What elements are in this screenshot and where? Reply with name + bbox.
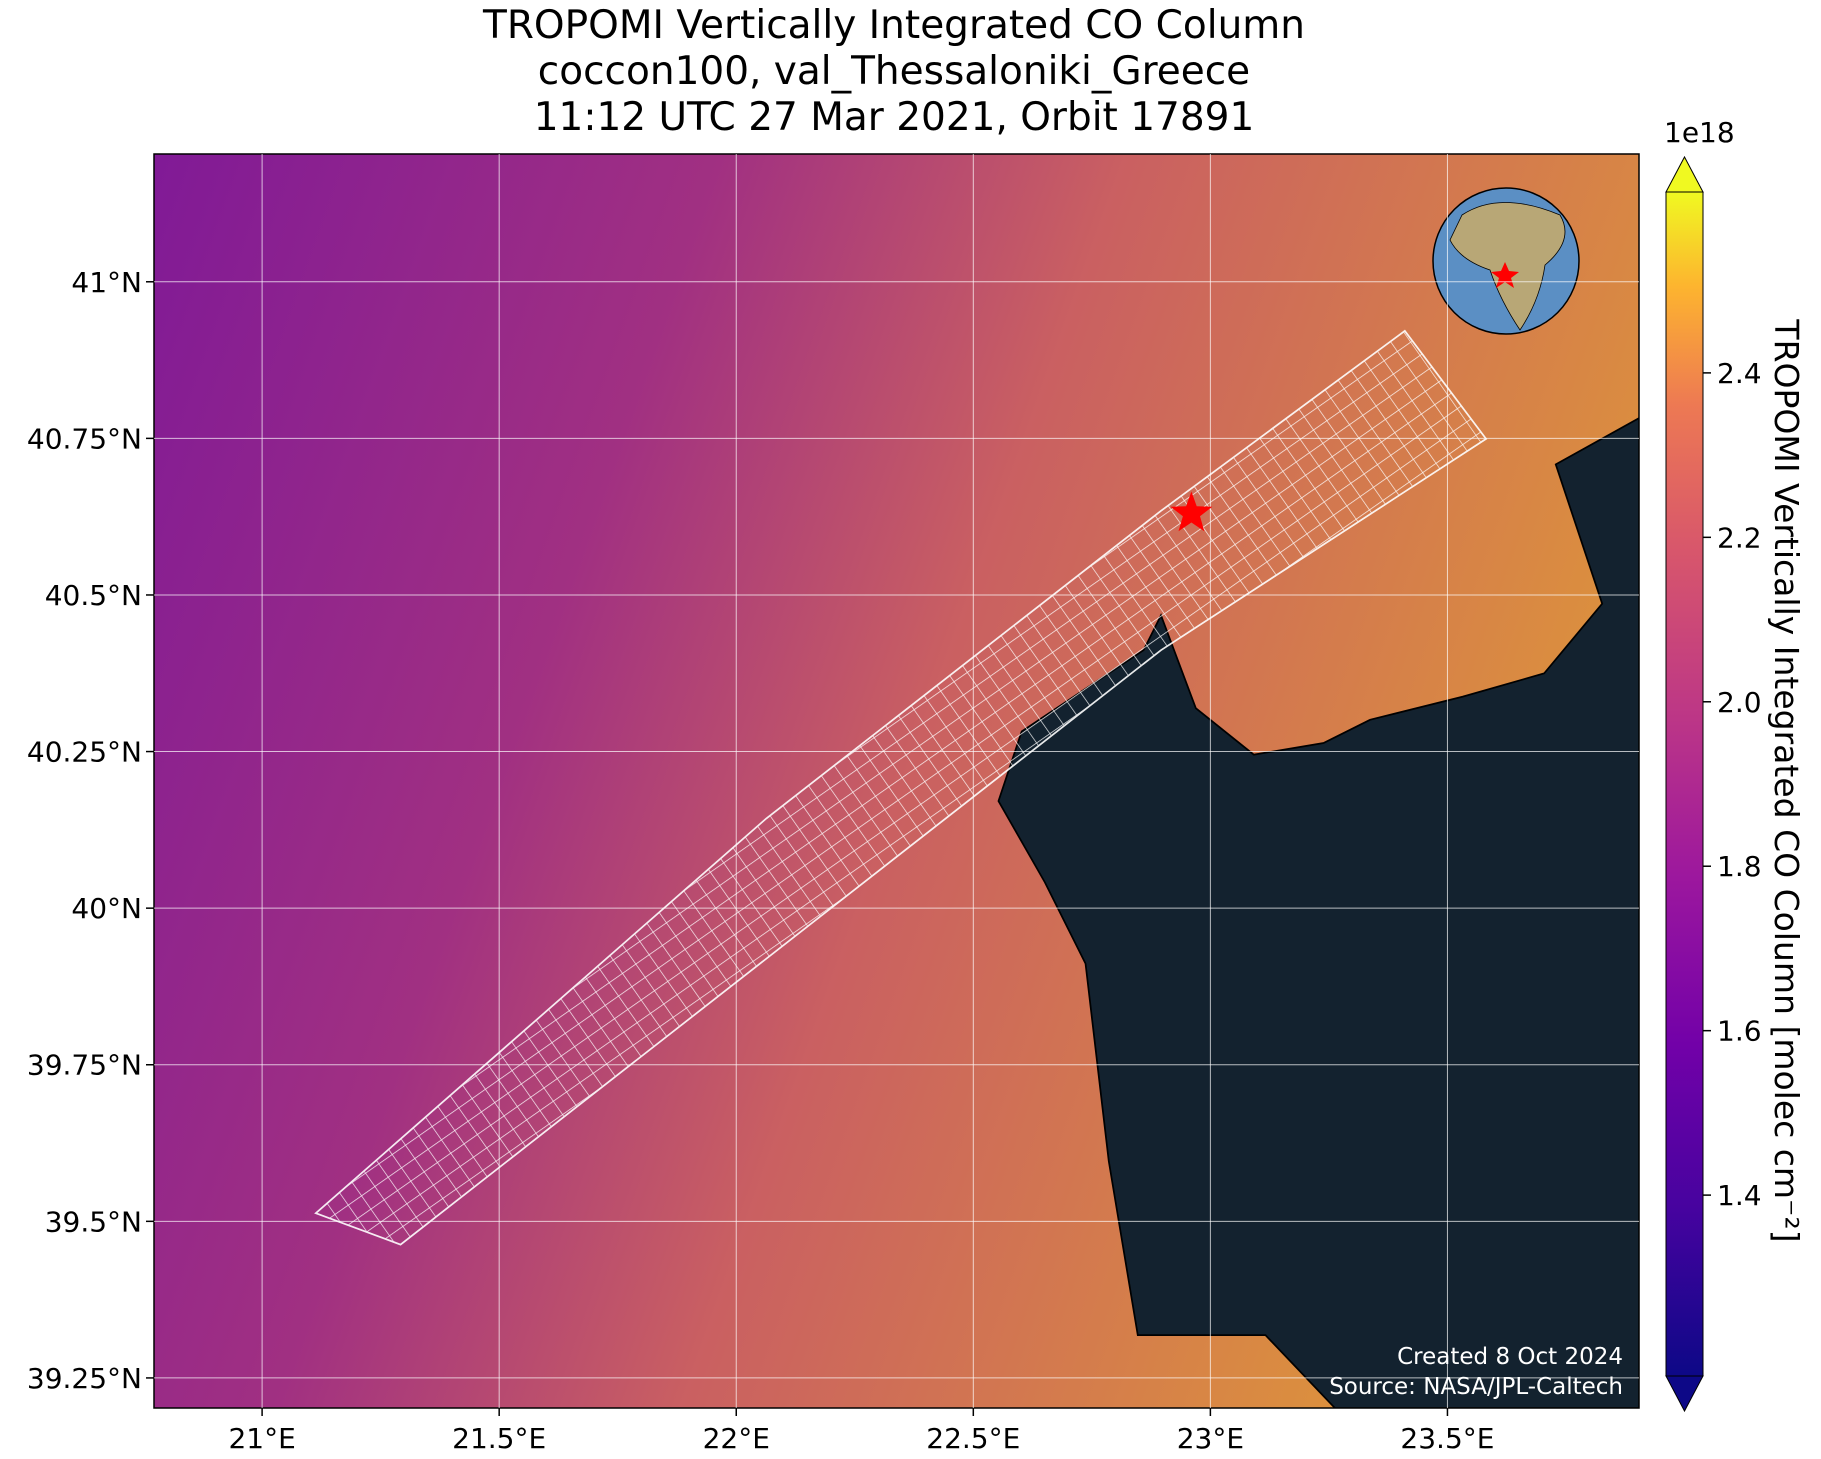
title-line: 11:12 UTC 27 Mar 2021, Orbit 17891 xyxy=(534,95,1255,140)
map xyxy=(154,154,1639,1408)
colorbar-tick-label: 1.6 xyxy=(1717,1015,1762,1048)
y-tick-label: 39.5°N xyxy=(45,1205,142,1238)
x-tick-label: 21.5°E xyxy=(452,1422,546,1455)
x-tick-label: 23°E xyxy=(1177,1422,1244,1455)
x-tick-label: 21°E xyxy=(228,1422,295,1455)
globe-inset xyxy=(1432,187,1580,335)
y-tick-label: 40.75°N xyxy=(27,422,142,455)
colorbar-frame xyxy=(1665,191,1704,1377)
y-tick-label: 41°N xyxy=(71,266,142,299)
x-tick-label: 22°E xyxy=(703,1422,770,1455)
site-star xyxy=(1170,491,1213,532)
y-tick-label: 40°N xyxy=(71,892,142,925)
credit-text: Created 8 Oct 2024 xyxy=(1397,1344,1623,1370)
credit-text: Source: NASA/JPL-Caltech xyxy=(1329,1374,1623,1400)
y-tick-label: 39.25°N xyxy=(27,1362,142,1395)
plot-frame xyxy=(153,153,1640,1409)
colorbar-tick-label: 2.0 xyxy=(1717,686,1762,719)
colorbar-tick-label: 2.2 xyxy=(1717,521,1762,554)
y-tick-label: 40.5°N xyxy=(45,579,142,612)
colorbar-label: TROPOMI Vertically Integrated CO Column … xyxy=(1767,318,1806,1242)
y-tick-label: 40.25°N xyxy=(27,736,142,769)
sea xyxy=(997,417,1639,1408)
continents xyxy=(1449,202,1566,331)
title-line: TROPOMI Vertically Integrated CO Column xyxy=(482,3,1305,48)
title-line: coccon100, val_Thessaloniki_Greece xyxy=(538,49,1250,94)
colorbar-offset: 1e18 xyxy=(1664,116,1735,149)
colorbar-tick-label: 2.4 xyxy=(1717,357,1762,390)
x-tick-label: 22.5°E xyxy=(926,1422,1020,1455)
colorbar-tick-label: 1.8 xyxy=(1717,850,1762,883)
observation-swath xyxy=(314,329,1488,1246)
y-tick-label: 39.75°N xyxy=(27,1049,142,1082)
colorbar xyxy=(1666,192,1703,1376)
colorbar-tick-label: 1.4 xyxy=(1717,1179,1762,1212)
x-tick-label: 23.5°E xyxy=(1400,1422,1494,1455)
colorbar-extend-min xyxy=(1665,1375,1704,1413)
colorbar-extend-max xyxy=(1665,155,1704,193)
title: TROPOMI Vertically Integrated CO Columnc… xyxy=(482,3,1305,140)
